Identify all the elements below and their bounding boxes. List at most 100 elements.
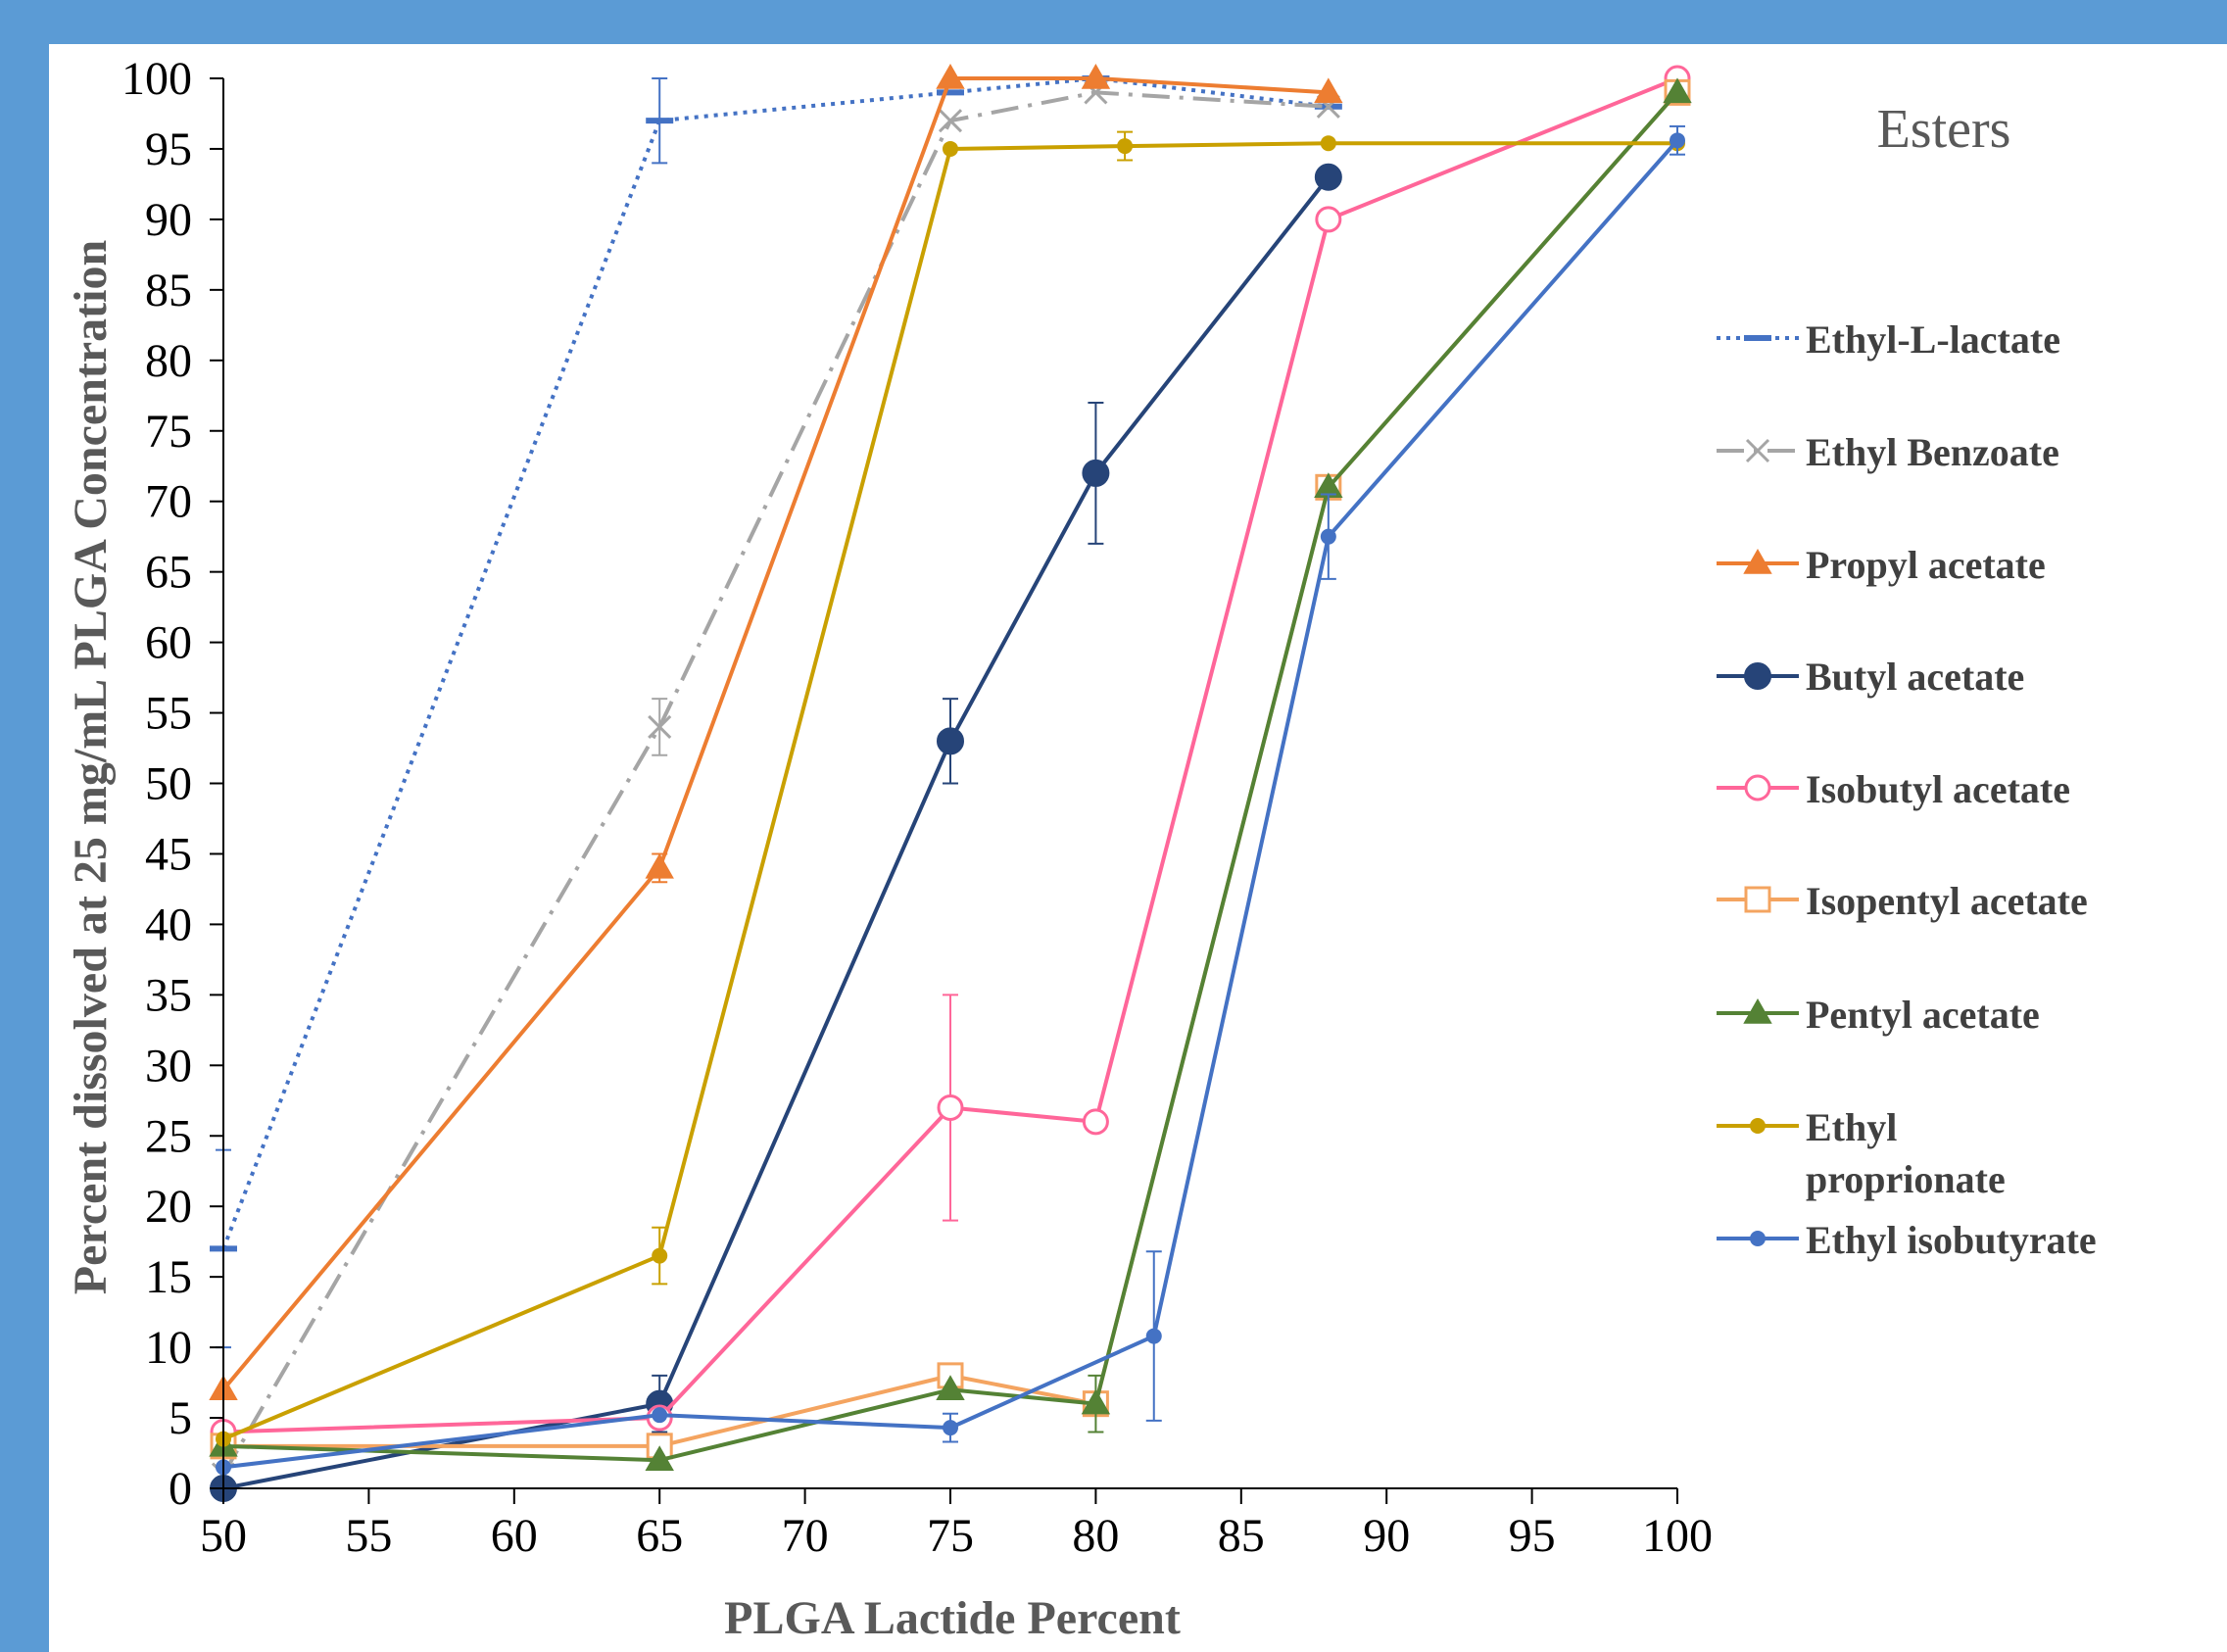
data-point-pentyl-acetate [1081, 1388, 1111, 1415]
data-point-pentyl-acetate [645, 1445, 674, 1471]
marker-stroke [938, 109, 963, 133]
data-point-pentyl-acetate [1663, 77, 1692, 104]
legend-label-ethyl-proprionate-line1: Ethyl [1806, 1105, 1897, 1149]
x-tick-label: 50 [200, 1510, 247, 1562]
data-point-isobutyl-acetate [937, 1093, 964, 1121]
data-point-isobutyl-acetate [1315, 206, 1342, 233]
x-tick-label: 70 [782, 1510, 829, 1562]
y-tick-label: 95 [145, 123, 192, 175]
legend-key-ethyl-benzoate [1717, 438, 1799, 463]
axes: 50 55 60 65 70 75 80 85 90 95 100 0 5 10 15 20 25 30 35 40 4… [121, 53, 1713, 1562]
data-point-ethyl-proprionate [943, 140, 958, 157]
data-point-ethyl-proprionate [1117, 138, 1134, 155]
data-point-ethyl-proprionate [652, 1247, 668, 1264]
y-tick-label: 50 [145, 758, 192, 810]
data-point-ethyl-isobutyrate [1670, 132, 1685, 149]
y-tick-label: 20 [145, 1181, 192, 1233]
data-point-ethyl-isobutyrate [1145, 1328, 1162, 1344]
legend-key-pentyl-acetate [1717, 997, 1799, 1024]
legend-key-propyl-acetate [1717, 548, 1799, 574]
x-tick-label: 80 [1072, 1510, 1119, 1562]
marker-stroke [1745, 438, 1770, 463]
y-tick-label: 90 [145, 194, 192, 246]
data-point-butyl-acetate [1314, 163, 1342, 191]
y-tick-label: 80 [145, 335, 192, 387]
y-axis-title: Percent dissolved at 25 mg/mL PLGA Conce… [65, 240, 117, 1294]
y-tick-label: 100 [121, 53, 192, 105]
y-tick-label: 5 [169, 1392, 192, 1444]
legend-label-ethyl-benzoate: Ethyl Benzoate [1806, 430, 2059, 474]
x-tick-label: 65 [636, 1510, 683, 1562]
legend-key-isobutyl-acetate [1717, 774, 1799, 802]
data-point-pentyl-acetate [936, 1375, 965, 1401]
data-point-ethyl-isobutyrate [1320, 528, 1336, 545]
legend-marker-isopentyl-acetate [1744, 886, 1771, 913]
data-point-ethyl-isobutyrate [943, 1420, 958, 1436]
marker-stroke [648, 714, 672, 740]
x-axis-title: PLGA Lactide Percent [724, 1592, 1181, 1644]
series-line-ethyl-proprionate [222, 141, 1677, 1441]
data-point-isobutyl-acetate [1082, 1108, 1109, 1136]
data-point-ethyl-benzoate [648, 714, 672, 740]
y-tick-label: 70 [145, 476, 192, 528]
y-tick-label: 65 [145, 547, 192, 599]
legend-marker-ethyl-proprionate [1750, 1118, 1766, 1134]
y-tick-label: 85 [145, 265, 192, 316]
x-tick-label: 60 [491, 1510, 538, 1562]
y-tick-label: 10 [145, 1322, 192, 1374]
data-point-ethyl-benzoate [938, 109, 963, 133]
data-point-butyl-acetate [1082, 459, 1110, 487]
data-point-ethyl-isobutyrate [652, 1407, 668, 1424]
legend-key-ethyl-isobutyrate [1717, 1231, 1799, 1246]
legend-key-butyl-acetate [1717, 662, 1799, 690]
legend-label-butyl-acetate: Butyl acetate [1806, 655, 2024, 699]
y-tick-label: 30 [145, 1040, 192, 1092]
legend-label-ethyl-proprionate-line2: proprionate [1806, 1157, 2006, 1201]
series-propyl-acetate [209, 63, 1343, 1401]
legend-key-ethyl-proprionate [1717, 1118, 1799, 1134]
x-tick-label: 90 [1363, 1510, 1410, 1562]
legend-label-ethyl-l-lactate: Ethyl-L-lactate [1806, 317, 2060, 362]
series-ethyl-proprionate [216, 130, 1685, 1447]
legend-key-isopentyl-acetate [1717, 886, 1799, 913]
chart-background [49, 44, 2227, 1652]
data-point-propyl-acetate [645, 852, 674, 879]
data-point-propyl-acetate [936, 63, 965, 89]
legend [1717, 335, 1799, 1246]
legend-label-ethyl-isobutyrate: Ethyl isobutyrate [1806, 1218, 2097, 1262]
x-tick-label: 95 [1509, 1510, 1556, 1562]
legend-marker-butyl-acetate [1744, 662, 1771, 690]
series-ethyl-isobutyrate [216, 124, 1685, 1476]
data-point-propyl-acetate [1081, 63, 1111, 89]
y-tick-label: 45 [145, 828, 192, 880]
plot-area [209, 63, 1692, 1502]
legend-label-pentyl-acetate: Pentyl acetate [1806, 993, 2040, 1037]
x-tick-label: 75 [927, 1510, 974, 1562]
data-point-butyl-acetate [937, 727, 964, 755]
legend-title: Esters [1877, 99, 2011, 160]
x-tick-label: 100 [1642, 1510, 1713, 1562]
y-tick-label: 15 [145, 1251, 192, 1303]
data-point-propyl-acetate [1314, 77, 1343, 104]
legend-marker-ethyl-benzoate [1745, 438, 1770, 463]
legend-label-isobutyl-acetate: Isobutyl acetate [1806, 767, 2070, 811]
y-tick-label: 55 [145, 688, 192, 740]
series-line-ethyl-isobutyrate [222, 138, 1679, 1470]
series-line-isobutyl-acetate [222, 76, 1678, 1434]
legend-marker-pentyl-acetate [1743, 997, 1772, 1024]
y-tick-label: 0 [169, 1463, 192, 1515]
legend-label-isopentyl-acetate: Isopentyl acetate [1806, 879, 2088, 923]
data-point-ethyl-proprionate [1320, 135, 1336, 152]
legend-label-propyl-acetate: Propyl acetate [1806, 543, 2046, 587]
y-tick-label: 75 [145, 406, 192, 458]
x-tick-label: 85 [1218, 1510, 1265, 1562]
y-tick-label: 60 [145, 617, 192, 669]
y-tick-label: 35 [145, 969, 192, 1021]
legend-marker-ethyl-isobutyrate [1750, 1231, 1766, 1246]
y-tick-label: 25 [145, 1110, 192, 1162]
legend-marker-propyl-acetate [1743, 548, 1772, 574]
x-tick-label: 55 [345, 1510, 392, 1562]
y-tick-label: 40 [145, 899, 192, 950]
